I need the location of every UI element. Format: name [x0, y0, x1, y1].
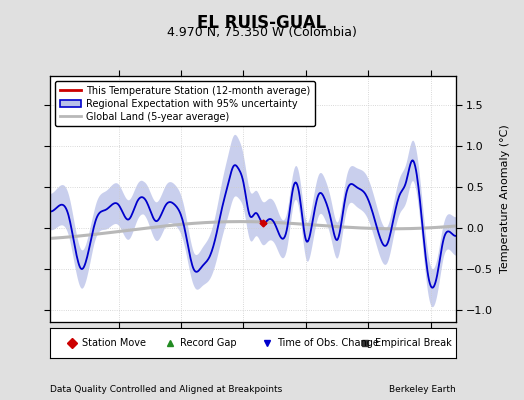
Text: Data Quality Controlled and Aligned at Breakpoints: Data Quality Controlled and Aligned at B… [50, 385, 282, 394]
Text: Record Gap: Record Gap [180, 338, 236, 348]
Text: Berkeley Earth: Berkeley Earth [389, 385, 456, 394]
Text: Station Move: Station Move [82, 338, 146, 348]
Text: Empirical Break: Empirical Break [375, 338, 451, 348]
Text: Time of Obs. Change: Time of Obs. Change [277, 338, 379, 348]
Y-axis label: Temperature Anomaly (°C): Temperature Anomaly (°C) [500, 125, 510, 273]
Legend: This Temperature Station (12-month average), Regional Expectation with 95% uncer: This Temperature Station (12-month avera… [54, 81, 315, 126]
Text: 4.970 N, 75.350 W (Colombia): 4.970 N, 75.350 W (Colombia) [167, 26, 357, 39]
Text: EL RUIS-GUAL: EL RUIS-GUAL [198, 14, 326, 32]
